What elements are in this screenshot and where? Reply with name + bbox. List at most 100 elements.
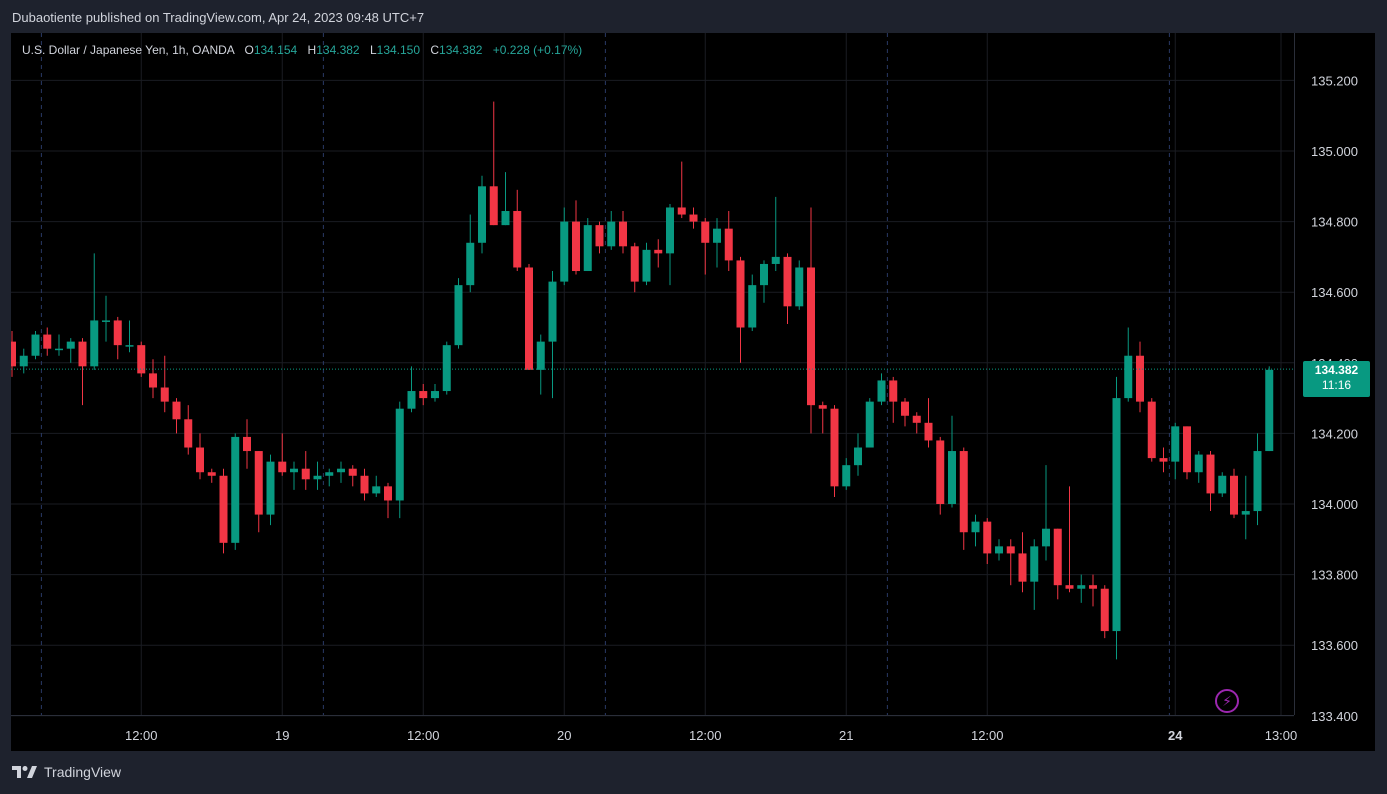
time-tick-label: 12:00 (971, 728, 1004, 743)
price-tick-label: 133.400 (1311, 709, 1358, 724)
time-tick-label: 21 (839, 728, 853, 743)
candle-body (102, 320, 110, 322)
candlestick-chart[interactable]: 133.400133.600133.800134.000134.200134.4… (11, 33, 1375, 751)
publish-info: Dubaotiente published on TradingView.com… (12, 10, 425, 25)
candle-body (219, 475, 228, 543)
time-tick-label: 13:00 (1265, 728, 1298, 743)
candle-body (11, 341, 16, 367)
candle-body (995, 546, 1003, 554)
candle-body (313, 475, 322, 480)
candle-body (748, 285, 757, 328)
candle-body (501, 211, 510, 226)
candle-body (1241, 511, 1250, 515)
candle-body (795, 267, 804, 307)
candle-body (149, 373, 157, 388)
low-value: 134.150 (376, 43, 421, 57)
candle-body (290, 468, 298, 473)
candle-body (301, 468, 310, 480)
candle-body (1112, 398, 1121, 632)
candle-body (1230, 475, 1238, 515)
time-tick-label: 24 (1168, 728, 1183, 743)
candle-body (466, 242, 475, 286)
candle-body (1006, 546, 1015, 554)
open-label: O (244, 43, 254, 57)
candle-body (31, 334, 40, 356)
time-tick-label: 12:00 (125, 728, 158, 743)
candle-body (901, 401, 909, 416)
candle-body (478, 186, 486, 243)
time-tick-label: 12:00 (407, 728, 440, 743)
last-price-tag: 134.382 11:16 (1303, 361, 1370, 397)
candle-body (325, 472, 334, 476)
candle-body (431, 391, 439, 399)
candle-body (572, 221, 580, 272)
lightning-icon[interactable]: ⚡ (1215, 689, 1239, 713)
candle-body (1136, 355, 1144, 402)
close-label: C (430, 43, 440, 57)
candle-body (760, 263, 768, 286)
candle-body (1183, 426, 1191, 473)
candle-body (1159, 458, 1168, 462)
candle-body (384, 486, 392, 501)
low-label: L (369, 43, 377, 57)
last-price: 134.382 (1314, 363, 1359, 377)
candle-body (983, 521, 992, 554)
candle-body (419, 391, 428, 399)
candle-body (1089, 585, 1097, 589)
price-tick-label: 133.600 (1311, 638, 1358, 653)
candle-body (607, 221, 616, 247)
candle-body (337, 468, 345, 473)
price-tick-label: 133.800 (1311, 568, 1358, 583)
price-tick-label: 134.000 (1311, 497, 1358, 512)
footer-brand[interactable]: TradingView (12, 764, 121, 780)
candle-body (442, 345, 451, 392)
time-tick-label: 12:00 (689, 728, 722, 743)
candle-body (172, 401, 181, 420)
candle-body (1147, 401, 1156, 459)
candle-body (830, 408, 839, 487)
candle-body (959, 451, 968, 533)
candle-body (113, 320, 122, 346)
candle-body (348, 468, 357, 476)
candle-body (713, 228, 721, 243)
brand-name: TradingView (44, 764, 122, 780)
tradingview-logo-icon (12, 766, 37, 778)
candles-group (11, 101, 1274, 660)
candle-body (1030, 546, 1039, 582)
candle-body (771, 256, 780, 264)
candle-body (595, 225, 604, 247)
candle-body (1100, 588, 1109, 632)
candle-body (184, 419, 193, 448)
candle-body (372, 486, 381, 494)
candle-body (548, 281, 557, 342)
high-value: 134.382 (316, 43, 360, 57)
candle-body (536, 341, 545, 370)
price-tick-label: 134.600 (1311, 285, 1358, 300)
open-value: 134.154 (253, 43, 298, 57)
candle-body (207, 472, 216, 476)
candle-body (877, 380, 886, 402)
candle-body (865, 401, 874, 448)
price-tick-label: 135.000 (1311, 144, 1358, 159)
candle-body (254, 451, 263, 515)
candle-body (243, 436, 251, 452)
candle-body (513, 211, 522, 268)
candle-body (1171, 426, 1180, 462)
candle-body (666, 207, 674, 254)
candle-body (1053, 528, 1062, 586)
candle-body (489, 186, 498, 226)
candle-body (642, 249, 651, 282)
candle-body (160, 387, 169, 402)
candle-body (948, 451, 956, 504)
price-tick-label: 134.800 (1311, 215, 1358, 230)
candle-body (654, 249, 663, 254)
candle-body (454, 285, 463, 346)
candle-body (1077, 585, 1086, 589)
candle-body (55, 348, 63, 351)
candle-body (677, 207, 686, 215)
candle-body (583, 225, 592, 272)
candle-body (783, 256, 792, 307)
candle-body (19, 355, 28, 367)
candle-body (842, 465, 851, 487)
chart-frame[interactable]: 133.400133.600133.800134.000134.200134.4… (11, 33, 1375, 751)
